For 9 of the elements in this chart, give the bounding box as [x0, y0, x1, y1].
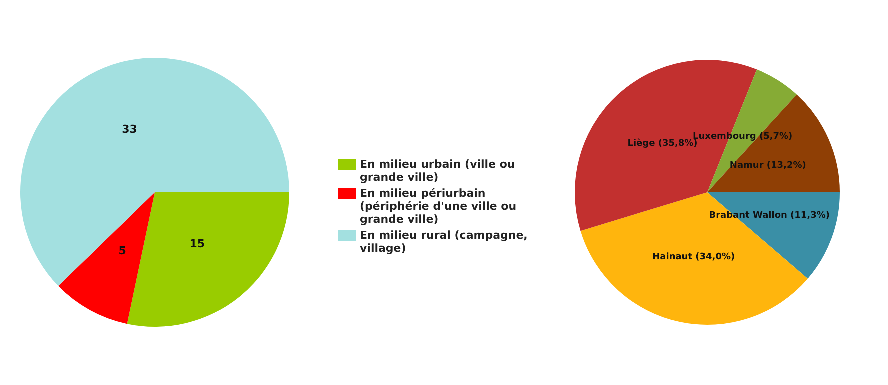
slice-label: Namur (13,2%) — [730, 161, 806, 172]
data-label: 5 — [118, 244, 126, 258]
slice-label: Hainaut (34,0%) — [652, 252, 736, 263]
legend-label: En milieu périurbain (périphérie d'une ville ou grande ville) — [360, 187, 518, 226]
data-label: 15 — [190, 238, 206, 251]
legend-label: En milieu urbain (ville ou grande ville) — [360, 158, 516, 184]
data-label: 33 — [122, 123, 138, 136]
legend-label: En milieu rural (campagne, village) — [360, 229, 529, 255]
slice-label: Liège (35,8%) — [628, 138, 698, 149]
